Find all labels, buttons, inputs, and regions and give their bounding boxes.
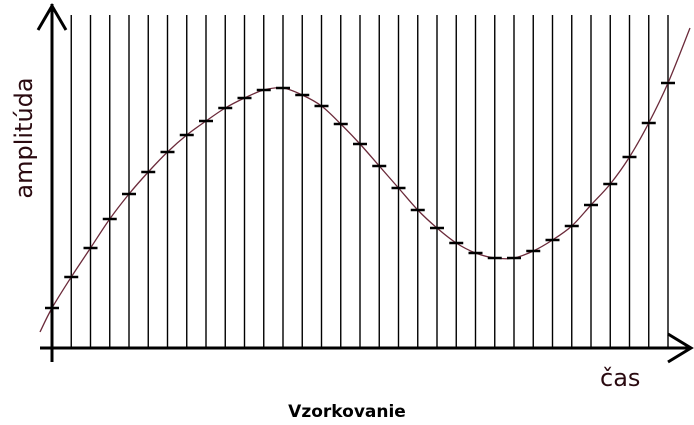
- y-axis-arrow: [36, 3, 68, 31]
- caption: Vzorkovanie: [288, 402, 406, 422]
- y-axis-label: amplitúda: [10, 77, 38, 198]
- x-axis-arrow: [667, 332, 694, 364]
- sample-lines: [51, 15, 669, 348]
- x-axis-label: čas: [600, 364, 640, 392]
- signal-curve: [39, 27, 691, 333]
- sample-marks: [45, 81, 675, 310]
